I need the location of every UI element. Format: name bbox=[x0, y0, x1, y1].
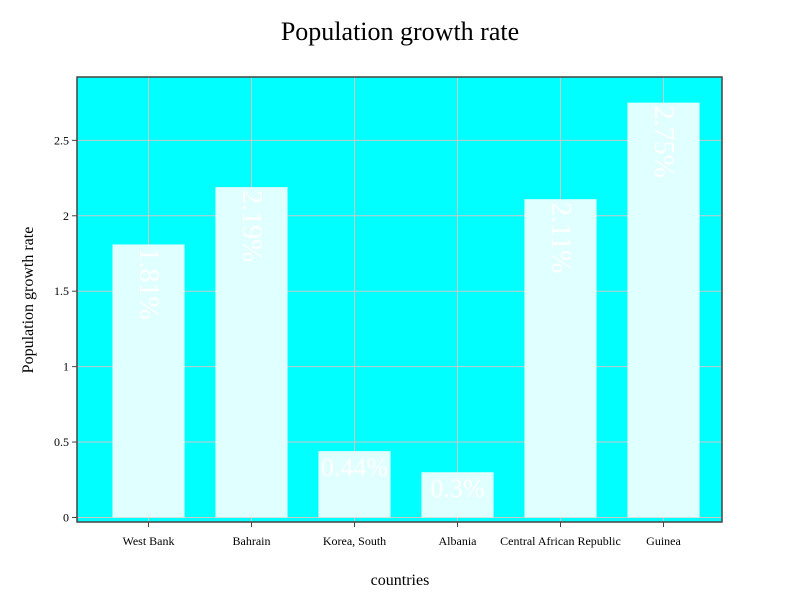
x-tick-label: Guinea bbox=[646, 534, 681, 548]
y-tick-label: 2.5 bbox=[54, 133, 69, 147]
x-tick-label: Bahrain bbox=[233, 534, 271, 548]
bar bbox=[524, 199, 597, 518]
y-tick-label: 0.5 bbox=[54, 435, 69, 449]
bar bbox=[318, 451, 391, 518]
y-tick-label: 0 bbox=[63, 510, 69, 524]
bars bbox=[112, 102, 700, 518]
y-tick-label: 1.5 bbox=[54, 284, 69, 298]
y-axis: 0 0.5 1 1.5 2 2.5 bbox=[54, 133, 77, 524]
x-tick-label: Albania bbox=[439, 534, 478, 548]
x-axis-label: countries bbox=[371, 572, 430, 589]
bar bbox=[627, 102, 700, 518]
data-label: 2.75% bbox=[648, 106, 679, 178]
data-label: 2.19% bbox=[236, 190, 267, 262]
y-axis-label: Population growth rate bbox=[20, 227, 37, 374]
x-tick-label: West Bank bbox=[122, 534, 174, 548]
bar bbox=[421, 472, 494, 518]
bar bbox=[112, 244, 185, 518]
data-labels: 1.81% 2.19% 0.44% 0.3% 2.11% 2.75% bbox=[133, 106, 679, 504]
x-tick-label: Central African Republic bbox=[500, 534, 621, 548]
y-tick-label: 2 bbox=[63, 209, 69, 223]
bar bbox=[215, 187, 288, 518]
x-tick-label: Korea, South bbox=[323, 534, 386, 548]
plot-frame bbox=[76, 76, 723, 523]
data-label: 0.44% bbox=[321, 453, 388, 482]
data-label: 2.11% bbox=[545, 202, 576, 273]
data-label: 1.81% bbox=[133, 247, 164, 319]
x-axis: West Bank Bahrain Korea, South Albania Centr… bbox=[122, 522, 681, 548]
chart-title: Population growth rate bbox=[281, 17, 519, 46]
y-tick-label: 1 bbox=[63, 360, 69, 374]
data-label: 0.3% bbox=[430, 474, 484, 503]
